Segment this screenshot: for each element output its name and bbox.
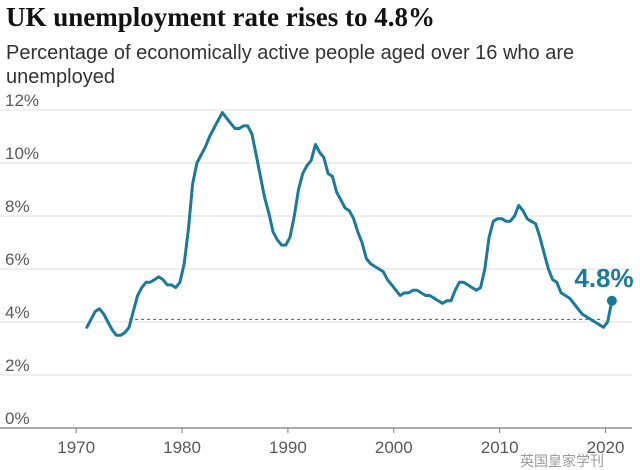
y-tick-label: 8%: [5, 197, 30, 216]
y-tick-label: 2%: [5, 356, 30, 375]
y-tick-label: 4%: [5, 303, 30, 322]
chart-title: UK unemployment rate rises to 4.8%: [6, 2, 435, 32]
y-tick-label: 12%: [5, 91, 39, 110]
x-tick-label: 2000: [375, 438, 413, 457]
x-axis-ticks: 1970 1980 1990 2000 2010 2020: [57, 428, 624, 457]
series-line-unemployment: [85, 111, 614, 337]
watermark-text: 英国皇家学刊: [520, 453, 604, 469]
latest-point-marker[interactable]: [606, 295, 617, 306]
x-tick-label: 2010: [481, 438, 519, 457]
gridlines: [0, 109, 632, 429]
y-tick-label: 10%: [5, 144, 39, 163]
y-tick-label: 0%: [5, 409, 30, 428]
x-tick-label: 1970: [57, 438, 95, 457]
x-tick-label: 1980: [163, 438, 201, 457]
chart-subtitle: Percentage of economically active people…: [6, 42, 575, 88]
y-tick-label: 6%: [5, 250, 30, 269]
y-axis-ticks: 0% 2% 4% 6% 8% 10% 12%: [5, 91, 39, 428]
x-tick-label: 1990: [269, 438, 307, 457]
latest-value-label: 4.8%: [574, 263, 633, 293]
x-tick-label: 2020: [587, 438, 625, 457]
